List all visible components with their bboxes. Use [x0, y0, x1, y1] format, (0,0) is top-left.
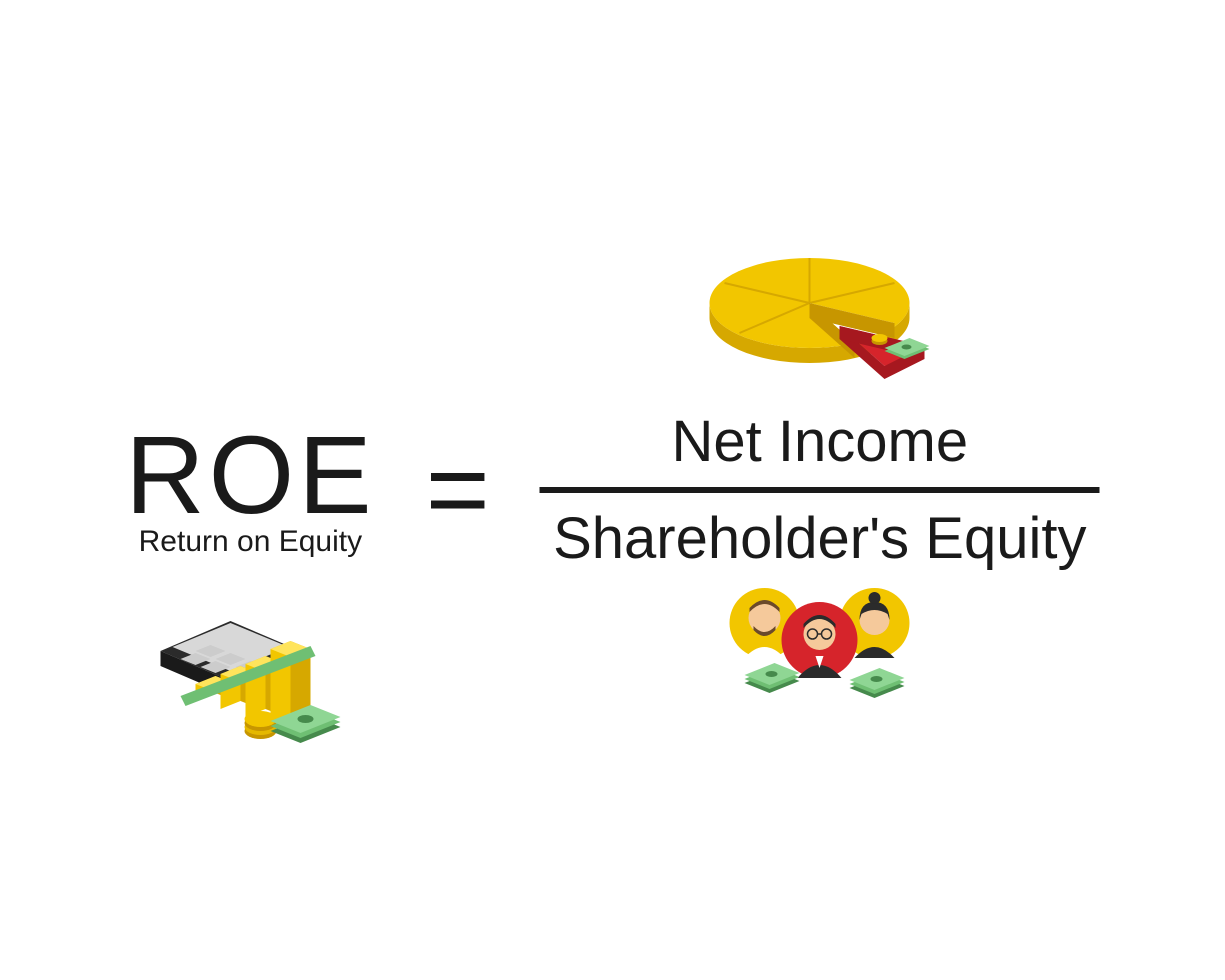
roe-full-name: Return on Equity	[139, 525, 362, 559]
roe-left-side: ROE Return on Equity	[125, 421, 375, 559]
equals-sign: =	[426, 435, 490, 545]
calculator-bars-icon	[150, 581, 350, 756]
roe-formula: ROE Return on Equity	[0, 408, 1225, 572]
fraction: Net Income Shareholder's Equity	[540, 408, 1100, 572]
shareholders-icon	[710, 578, 930, 713]
denominator: Shareholder's Equity	[553, 493, 1086, 572]
numerator: Net Income	[672, 408, 969, 487]
roe-abbr: ROE	[125, 421, 375, 531]
pie-chart-icon	[680, 233, 960, 398]
